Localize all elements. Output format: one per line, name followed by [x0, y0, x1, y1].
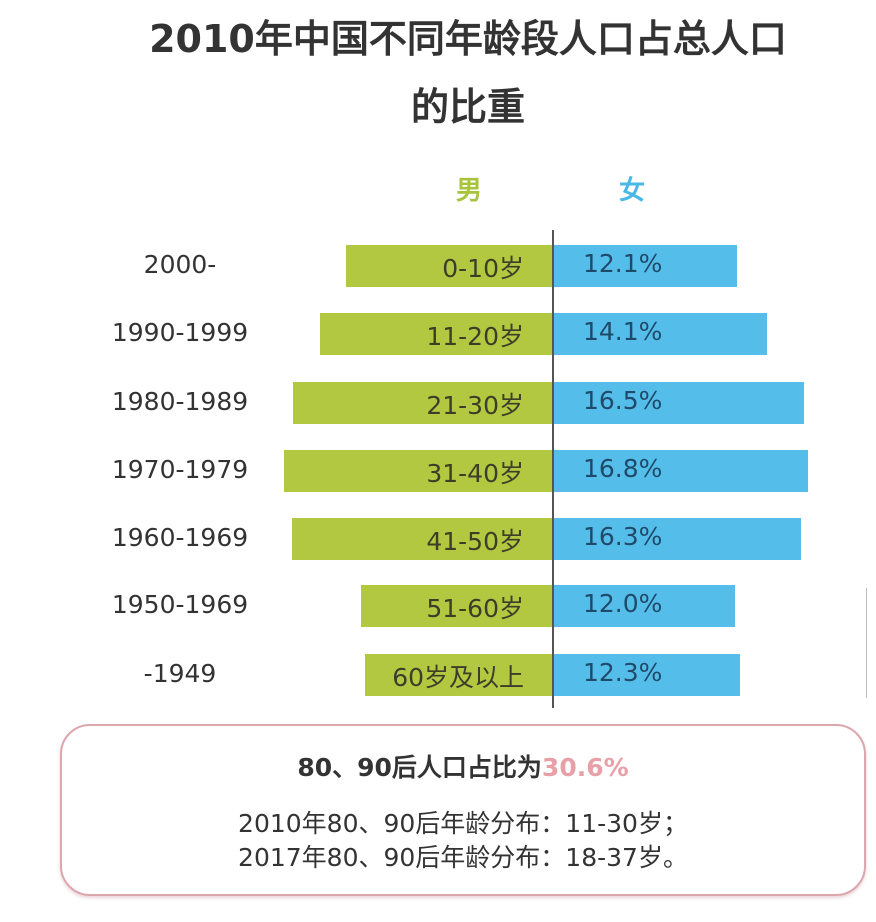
male-bar: [361, 585, 553, 627]
female-value-label: 16.3%: [583, 522, 663, 551]
center-axis: [552, 230, 554, 708]
summary-highlight: 30.6%: [541, 753, 629, 782]
year-label: 1980-1989: [111, 387, 249, 416]
summary-line1: 2010年80、90后年龄分布：11-30岁；: [238, 809, 688, 838]
chart-title-line1: 2010年中国不同年龄段人口占总人口: [149, 17, 787, 61]
female-bar: [553, 450, 809, 492]
female-value-label: 14.1%: [583, 317, 663, 346]
female-value-label: 12.0%: [583, 589, 663, 618]
female-bar: [553, 654, 740, 696]
female-value-label: 16.5%: [583, 386, 663, 415]
year-label: 1960-1969: [111, 523, 249, 552]
female-bar: [553, 585, 736, 627]
female-value-label: 16.8%: [583, 454, 663, 483]
age-label: 11-20岁: [426, 322, 524, 351]
edge-line: [866, 588, 867, 698]
male-bar: [291, 518, 553, 560]
year-label: 2000-: [143, 250, 217, 279]
age-label: 21-30岁: [426, 391, 524, 420]
age-label: 60岁及以上: [392, 663, 524, 692]
year-label: 1970-1979: [111, 455, 249, 484]
female-value-label: 12.3%: [583, 658, 663, 687]
legend-male: 男: [456, 176, 483, 206]
legend-female: 女: [619, 176, 646, 206]
female-bar: [553, 382, 804, 424]
age-label: 31-40岁: [426, 459, 524, 488]
male-bar: [293, 382, 553, 424]
female-bar: [553, 245, 737, 287]
summary-line2: 2017年80、90后年龄分布：18-37岁。: [238, 843, 688, 872]
female-value-label: 12.1%: [583, 249, 663, 278]
age-label: 41-50岁: [426, 527, 524, 556]
male-bar: [364, 654, 553, 696]
chart-title-line2: 的比重: [410, 85, 525, 129]
male-bar: [283, 450, 553, 492]
year-label: 1950-1969: [111, 590, 249, 619]
year-label: -1949: [143, 659, 217, 688]
male-bar: [346, 245, 553, 287]
female-bar: [553, 313, 768, 355]
year-label: 1990-1999: [111, 318, 249, 347]
summary-box: 80、90后人口占比为30.6% 2010年80、90后年龄分布：11-30岁；…: [60, 724, 866, 896]
summary-heading: 80、90后人口占比为30.6%: [62, 748, 864, 784]
age-label: 51-60岁: [426, 594, 524, 623]
age-label: 0-10岁: [442, 254, 524, 283]
summary-heading-text: 80、90后人口占比为: [297, 753, 542, 782]
male-bar: [320, 313, 553, 355]
female-bar: [553, 518, 801, 560]
